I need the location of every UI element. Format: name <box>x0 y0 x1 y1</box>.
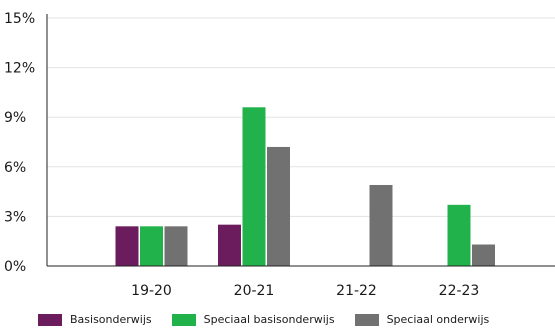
x-tick-label: 22-23 <box>439 283 480 299</box>
bar <box>164 226 188 266</box>
bar <box>140 226 163 266</box>
bar <box>115 226 139 266</box>
gridlines <box>47 17 555 217</box>
bar <box>447 204 471 266</box>
legend-swatch <box>38 313 62 326</box>
y-tick-label: 3% <box>4 209 26 225</box>
bar <box>369 184 393 266</box>
legend: Basisonderwijs Speciaal basisonderwijs Spe… <box>38 313 509 326</box>
axes <box>46 14 555 267</box>
bar <box>218 224 241 266</box>
legend-label: Speciaal onderwijs <box>386 313 490 326</box>
legend-item: Basisonderwijs <box>38 313 152 326</box>
x-tick-label: 21-22 <box>336 283 377 299</box>
bar <box>242 107 266 266</box>
x-axis-category-labels: 19-20 20-21 21-22 22-23 <box>131 283 479 299</box>
y-tick-label: 6% <box>4 160 26 176</box>
bar <box>472 244 495 266</box>
legend-label: Speciaal basisonderwijs <box>203 313 335 326</box>
x-tick-label: 19-20 <box>131 283 172 299</box>
y-tick-label: 15% <box>4 11 35 27</box>
y-tick-label: 9% <box>4 110 26 126</box>
y-tick-label: 0% <box>4 259 26 275</box>
x-tick-label: 20-21 <box>234 283 275 299</box>
legend-item: Speciaal onderwijs <box>354 313 490 326</box>
bars <box>115 107 495 266</box>
legend-swatch <box>171 313 196 326</box>
y-tick-label: 12% <box>4 61 35 77</box>
bar <box>267 146 290 266</box>
y-axis-tick-labels: 0% 3% 6% 9% 12% 15% <box>4 11 35 275</box>
legend-swatch <box>354 313 379 326</box>
legend-label: Basisonderwijs <box>70 313 152 326</box>
legend-item: Speciaal basisonderwijs <box>171 313 335 326</box>
